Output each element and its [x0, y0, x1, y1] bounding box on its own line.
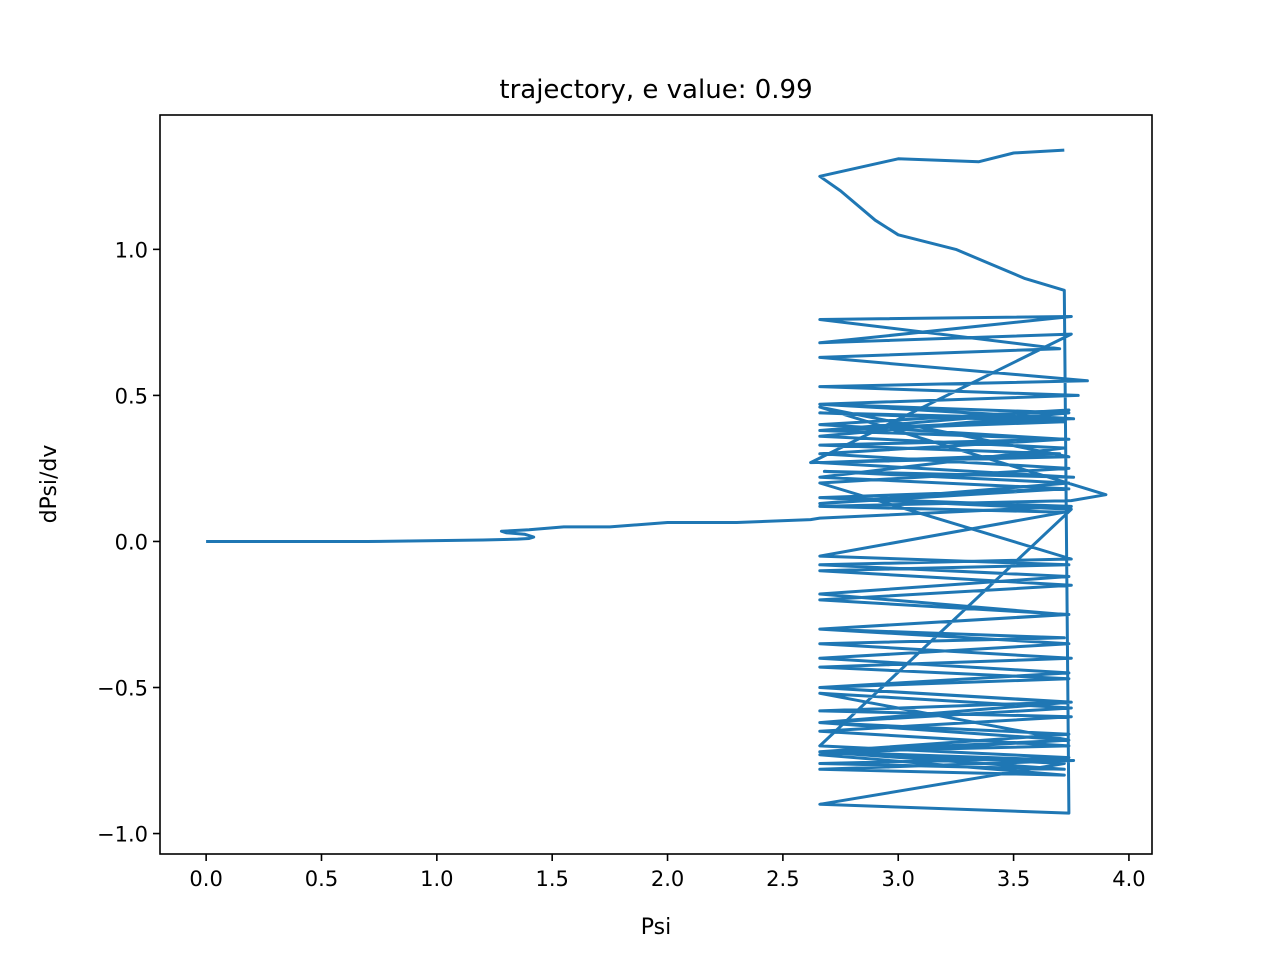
x-tick-label: 3.5	[997, 867, 1030, 891]
x-tick-label: 3.0	[882, 867, 915, 891]
y-tick-label: 0.5	[115, 384, 148, 408]
y-tick-label: 1.0	[115, 238, 148, 262]
y-tick-label: −0.5	[97, 677, 148, 701]
y-tick-label: −1.0	[97, 823, 148, 847]
x-tick-label: 2.0	[651, 867, 684, 891]
y-axis: −1.0 −0.5 0.0 0.5 1.0	[97, 238, 160, 847]
x-tick-label: 0.5	[305, 867, 338, 891]
x-tick-label: 1.0	[420, 867, 453, 891]
x-tick-label: 4.0	[1112, 867, 1145, 891]
x-tick-label: 2.5	[766, 867, 799, 891]
x-axis-label: Psi	[641, 915, 671, 940]
plot-frame	[159, 114, 1153, 855]
x-tick-label: 1.5	[535, 867, 568, 891]
chart-title: trajectory, e value: 0.99	[499, 75, 812, 105]
trajectory-line-0	[206, 148, 1108, 815]
y-tick-label: 0.0	[115, 530, 148, 554]
y-axis-label: dPsi/dv	[37, 445, 62, 524]
x-axis: 0.0 0.5 1.0 1.5 2.0 2.5 3.0 3.5 4.0	[189, 854, 1146, 891]
x-tick-label: 0.0	[189, 867, 222, 891]
